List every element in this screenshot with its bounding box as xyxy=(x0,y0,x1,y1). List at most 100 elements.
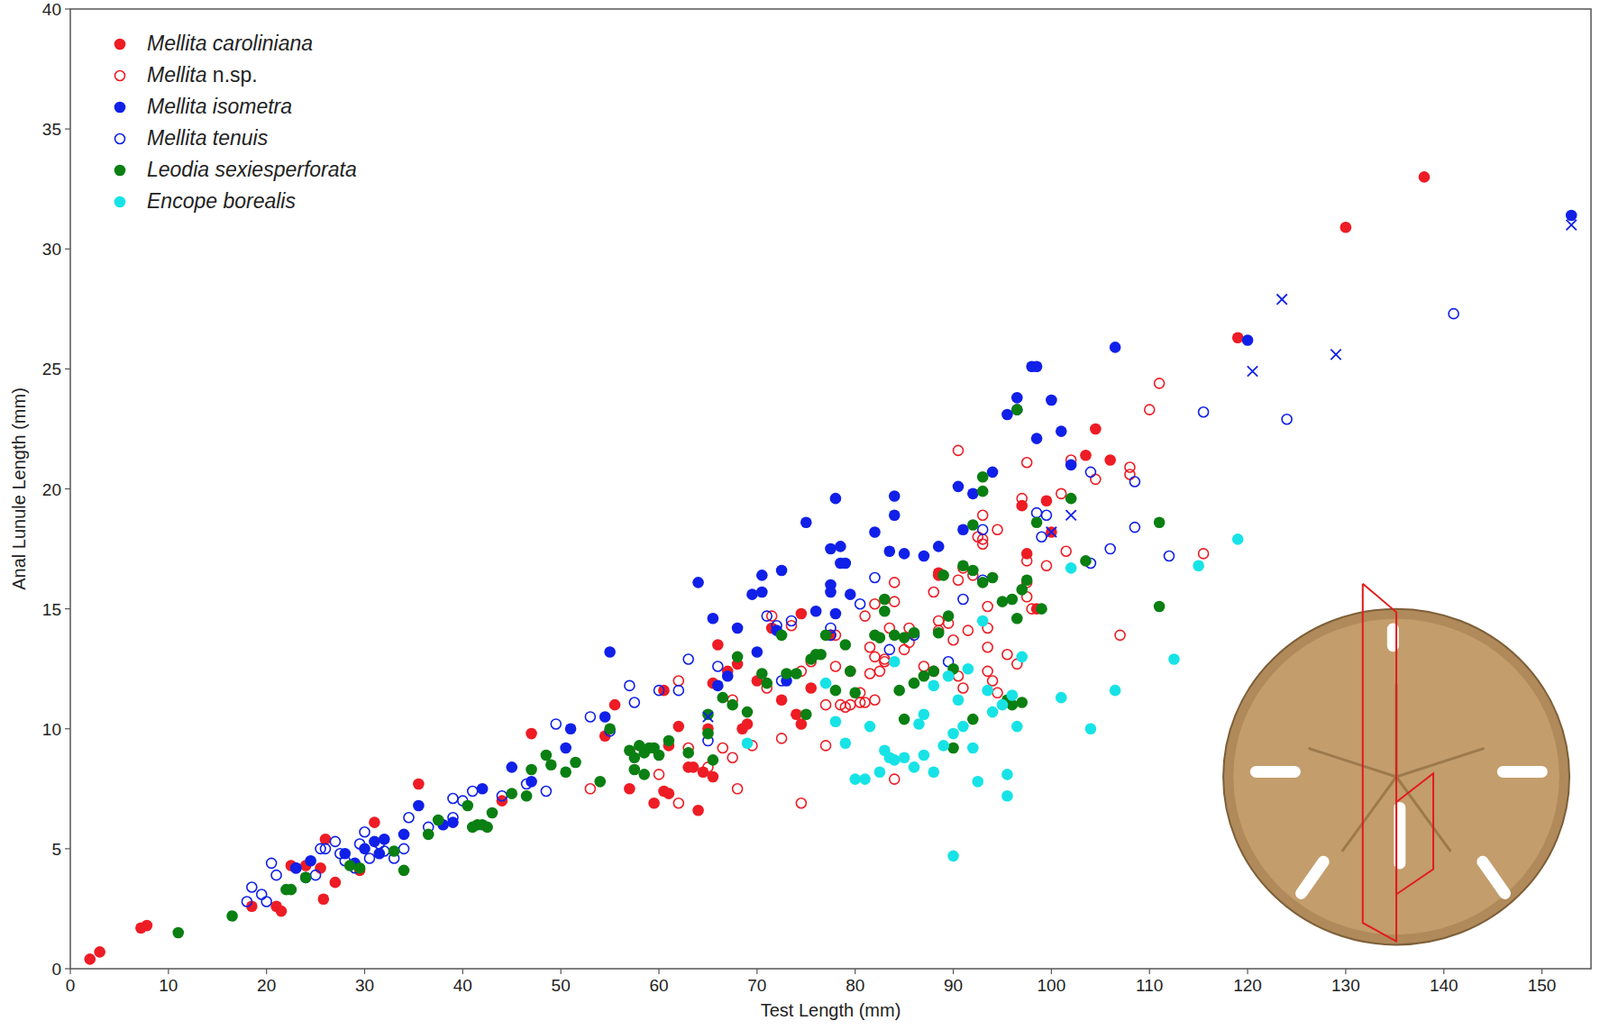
point xyxy=(952,694,965,707)
point xyxy=(790,667,803,680)
point xyxy=(987,466,999,479)
marks xyxy=(83,171,1577,966)
point xyxy=(603,722,616,735)
point xyxy=(1153,516,1166,529)
point xyxy=(952,445,963,456)
point xyxy=(1016,493,1027,504)
x-tick xyxy=(1149,969,1151,975)
point xyxy=(1055,425,1068,438)
point xyxy=(865,668,876,679)
point xyxy=(448,793,458,804)
x-tick-label: 140 xyxy=(1429,976,1459,996)
x-tick-label: 60 xyxy=(649,976,668,996)
legend-marker xyxy=(115,134,126,145)
point xyxy=(603,646,616,659)
point xyxy=(884,644,895,655)
point xyxy=(756,569,768,582)
legend-word: Mellita xyxy=(146,126,207,150)
x-tick xyxy=(658,969,659,975)
inset-petal xyxy=(1396,748,1484,778)
point xyxy=(908,761,921,774)
point xyxy=(246,882,257,893)
point xyxy=(585,784,595,795)
legend-word: Mellita xyxy=(146,94,207,119)
point xyxy=(726,699,739,712)
point xyxy=(329,836,340,847)
point xyxy=(830,608,842,621)
point xyxy=(1566,219,1577,230)
point xyxy=(364,853,375,864)
legend-word: caroliniana xyxy=(206,31,313,55)
y-tick-label: 30 xyxy=(42,239,62,259)
point xyxy=(1011,403,1024,416)
point xyxy=(648,797,660,810)
point xyxy=(982,601,993,612)
point xyxy=(1001,790,1014,803)
point xyxy=(967,742,979,755)
point xyxy=(987,572,999,585)
point xyxy=(741,718,754,731)
point xyxy=(673,721,686,733)
point xyxy=(947,850,960,863)
point xyxy=(820,630,832,642)
point xyxy=(673,676,684,686)
point xyxy=(707,771,720,784)
point xyxy=(1065,459,1078,472)
point xyxy=(712,680,724,693)
point xyxy=(977,471,989,484)
point xyxy=(1247,365,1258,376)
point xyxy=(703,712,714,723)
point xyxy=(403,813,414,823)
point xyxy=(521,778,532,789)
point xyxy=(1232,533,1244,546)
point xyxy=(1065,510,1076,521)
point xyxy=(521,790,533,803)
y-tick-label: 15 xyxy=(42,600,62,620)
point xyxy=(977,576,989,589)
inset-lunule xyxy=(1474,853,1514,902)
point xyxy=(432,814,445,827)
point xyxy=(314,862,327,875)
legend-word: Encope xyxy=(146,189,218,213)
point xyxy=(1065,493,1078,505)
point xyxy=(918,749,931,762)
point xyxy=(1109,341,1122,354)
point xyxy=(683,654,694,665)
x-tick xyxy=(854,969,856,975)
point xyxy=(565,722,577,735)
y-tick xyxy=(64,968,71,970)
series xyxy=(290,210,1578,875)
series xyxy=(703,219,1577,723)
point xyxy=(1418,171,1431,183)
point xyxy=(722,670,734,683)
x-tick-label: 20 xyxy=(256,976,276,996)
legend-word: Mellita xyxy=(146,31,207,55)
point xyxy=(1046,527,1057,538)
x-tick-label: 40 xyxy=(453,976,473,996)
point xyxy=(927,666,940,678)
legend-label: Mellita n.sp. xyxy=(146,63,258,87)
x-tick-label: 150 xyxy=(1527,976,1557,996)
point xyxy=(559,742,572,755)
point xyxy=(1085,466,1096,477)
point xyxy=(1036,531,1047,542)
point xyxy=(1011,721,1024,733)
y-axis-title: Anal Lunule Length (mm) xyxy=(9,387,29,591)
point xyxy=(982,642,993,653)
inset-illustration xyxy=(1223,584,1570,946)
legend-marker xyxy=(114,164,127,177)
point xyxy=(1340,221,1353,234)
point xyxy=(1232,331,1244,344)
point xyxy=(398,829,411,842)
point xyxy=(1021,574,1034,586)
point xyxy=(1109,685,1122,697)
point xyxy=(932,627,945,640)
point xyxy=(1022,457,1033,468)
x-tick xyxy=(952,969,954,975)
x-tick-label: 80 xyxy=(845,976,865,996)
x-tick-label: 30 xyxy=(355,976,375,996)
point xyxy=(329,877,342,889)
point xyxy=(1002,649,1013,660)
point xyxy=(285,884,298,896)
point xyxy=(481,822,494,834)
